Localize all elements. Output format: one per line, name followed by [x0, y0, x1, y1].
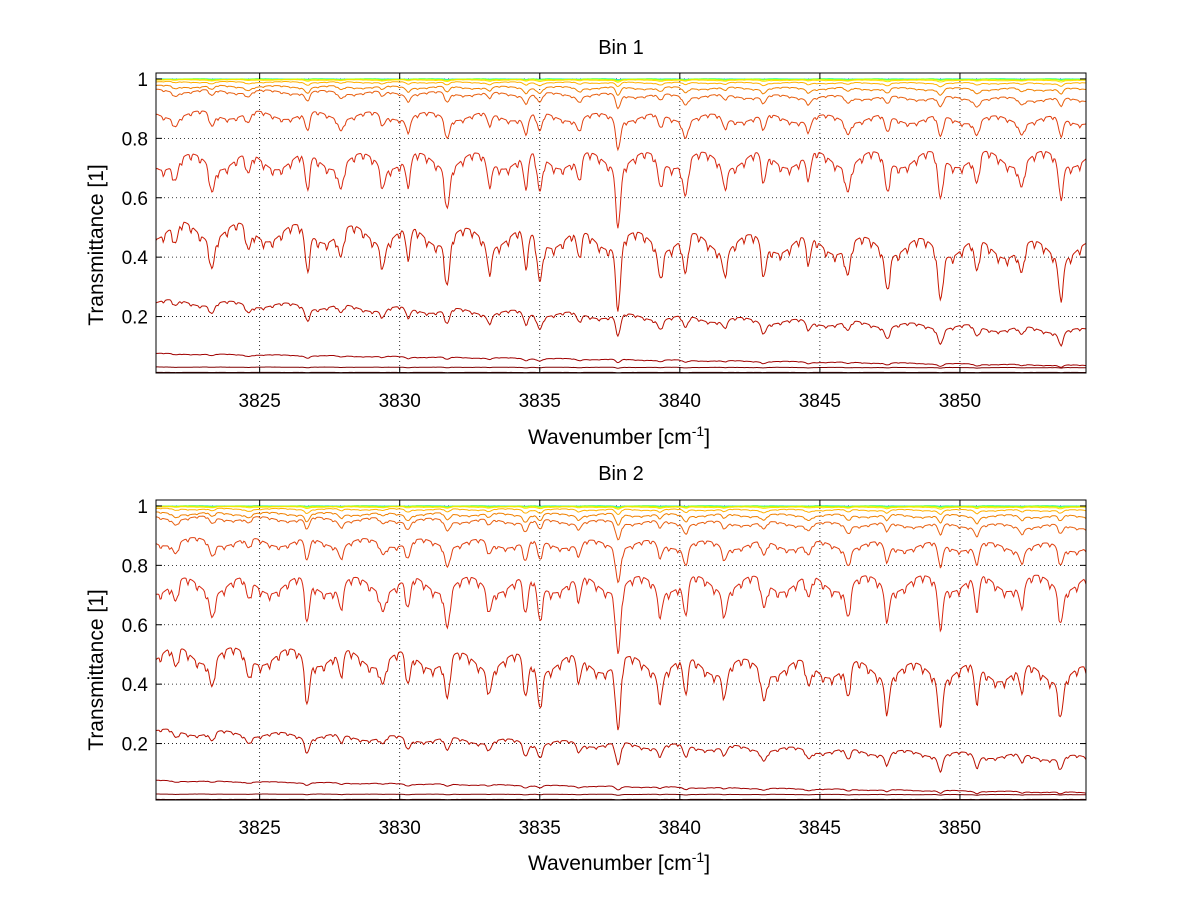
series-line	[155, 537, 1087, 584]
chart-title: Bin 2	[598, 463, 644, 485]
x-tick-label: 3830	[379, 391, 421, 412]
x-tick-label: 3825	[239, 818, 281, 839]
series-line	[155, 299, 1087, 348]
x-tick-label: 3825	[239, 391, 281, 412]
y-tick-label: 0.4	[122, 675, 149, 696]
y-tick-label: 0.2	[122, 308, 148, 329]
series-line	[155, 647, 1087, 731]
x-axis-label: Wavenumber [cm-1]	[528, 423, 710, 449]
series-line	[155, 366, 1086, 369]
chart-bin-2: Bin 2 3825 3830 3835 3840 3845 3850 0.2 0.4 0.6…	[85, 463, 1087, 875]
x-tick-label: 3830	[379, 818, 421, 839]
series-line	[155, 505, 1087, 508]
y-tick-label: 0.8	[122, 129, 148, 150]
x-tick-label: 3840	[659, 818, 701, 839]
y-axis-label: Transmittance [1]	[85, 164, 108, 325]
x-tick-label: 3850	[939, 391, 981, 412]
series-line	[156, 506, 1087, 510]
series-line	[155, 150, 1087, 229]
series-lines	[155, 78, 1087, 374]
series-line	[155, 728, 1087, 774]
series-line	[155, 507, 1087, 516]
y-tick-label: 0.2	[122, 735, 148, 756]
x-tick-label: 3840	[659, 391, 701, 412]
y-tick-label: 0.8	[122, 556, 148, 577]
series-line	[155, 88, 1087, 110]
series-line	[156, 79, 1087, 83]
x-tick-label: 3850	[939, 818, 981, 839]
series-lines	[155, 505, 1087, 801]
y-axis-label: Transmittance [1]	[85, 589, 108, 750]
y-tick-label: 0.6	[122, 189, 148, 210]
y-ticks: 0.2 0.4 0.6 0.8 1	[122, 497, 1086, 756]
series-line	[155, 352, 1086, 368]
y-ticks: 0.2 0.4 0.6 0.8 1	[122, 70, 1086, 329]
x-axis-label: Wavenumber [cm-1]	[528, 849, 710, 875]
x-ticks: 3825 3830 3835 3840 3845 3850	[239, 73, 981, 412]
series-line	[156, 505, 1086, 509]
series-line	[155, 110, 1087, 152]
series-line	[155, 221, 1087, 312]
y-tick-label: 1	[137, 70, 148, 91]
series-line	[155, 511, 1087, 526]
chart-bin-1: Bin 1 3825 3830 3835 3840 3845 3850 0.2 0.4 0.6…	[85, 37, 1087, 449]
y-tick-label: 1	[137, 497, 148, 518]
axes-box	[155, 72, 1087, 374]
x-ticks: 3825 3830 3835 3840 3845 3850	[239, 500, 981, 839]
chart-title: Bin 1	[598, 37, 644, 59]
y-tick-label: 0.6	[122, 616, 148, 637]
x-tick-label: 3835	[519, 391, 561, 412]
series-line	[156, 779, 1087, 795]
series-line	[156, 574, 1087, 654]
x-tick-label: 3845	[799, 391, 841, 412]
series-line	[156, 793, 1087, 796]
axes-box	[155, 499, 1087, 801]
series-line	[156, 78, 1086, 82]
y-tick-label: 0.4	[122, 248, 149, 269]
x-tick-label: 3835	[519, 818, 561, 839]
series-line	[155, 515, 1087, 541]
x-tick-label: 3845	[799, 818, 841, 839]
series-line	[155, 84, 1087, 97]
series-line	[155, 80, 1087, 88]
